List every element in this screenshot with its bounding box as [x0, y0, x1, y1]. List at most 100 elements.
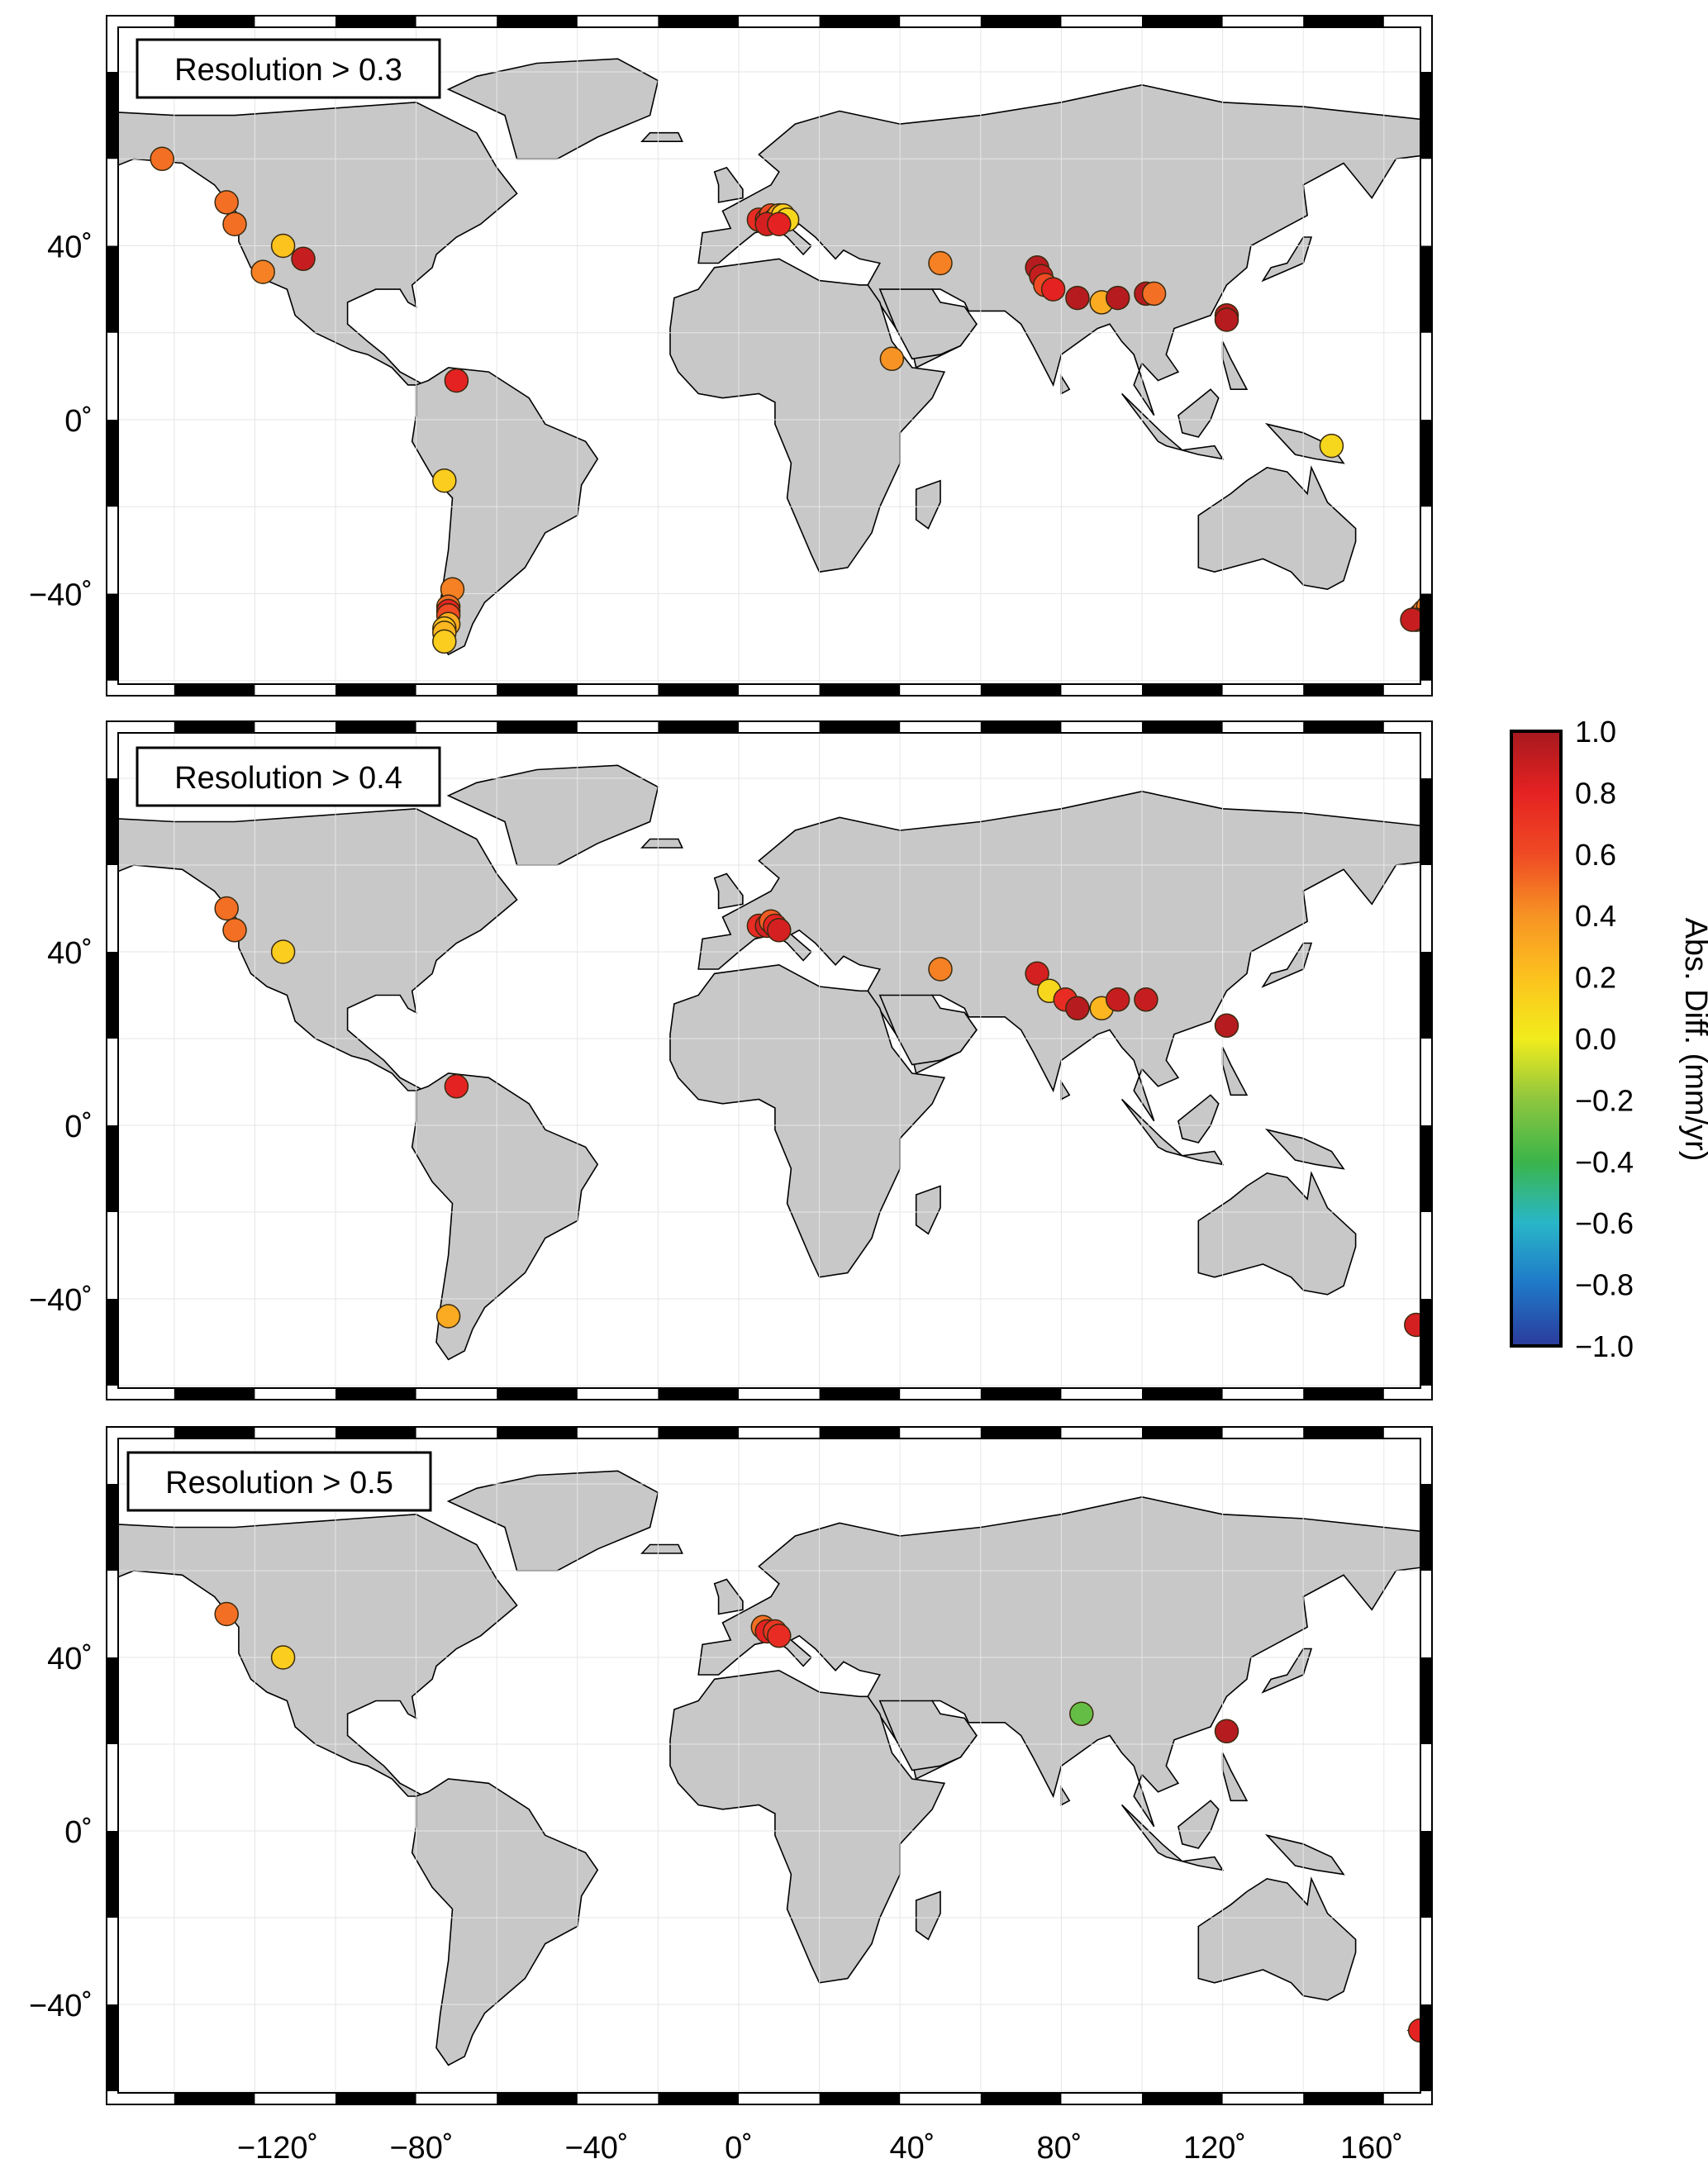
frame-checker	[1420, 72, 1432, 159]
data-point	[214, 190, 239, 215]
frame-checker	[1420, 1484, 1432, 1571]
data-point	[1400, 607, 1420, 632]
data-point	[928, 250, 953, 276]
landmass-uk	[713, 166, 744, 203]
landmass-south-america	[411, 1072, 599, 1361]
data-point	[432, 468, 457, 493]
frame-inner	[117, 26, 1421, 685]
frame-checker	[1420, 1125, 1432, 1212]
frame-checker	[335, 1388, 416, 1400]
data-point	[1065, 996, 1090, 1021]
frame-checker	[497, 1427, 578, 1438]
y-tick-label: 40˚	[47, 231, 93, 265]
frame-checker	[980, 2093, 1062, 2104]
frame-checker	[1303, 1427, 1384, 1438]
colorbar-tick-label: −0.4	[1575, 1145, 1634, 1179]
frame-checker	[107, 1299, 118, 1386]
data-point	[291, 246, 316, 272]
points-layer	[214, 896, 1420, 1338]
data-point	[879, 346, 905, 372]
colorbar-ticks: 1.0 0.8 0.6 0.4 0.2 0.0 −0.2 −0.4 −0.6 −0.8 −1.0	[1575, 715, 1634, 1363]
panel-label: Resolution > 0.5	[165, 1466, 393, 1500]
frame-checker	[1142, 684, 1223, 696]
land-layer	[118, 764, 1420, 1361]
frame-checker	[107, 420, 118, 507]
panel-label: Resolution > 0.3	[174, 53, 402, 88]
frame-checker	[1142, 1427, 1223, 1438]
landmass-madagascar	[915, 479, 941, 530]
data-point	[214, 896, 239, 921]
landmass-iceland	[640, 838, 683, 849]
frame-checker	[497, 16, 578, 27]
frame-checker	[1420, 2004, 1432, 2091]
landmass-australia	[1197, 1876, 1357, 2001]
landmass-japan	[1261, 1648, 1313, 1694]
data-point	[928, 957, 953, 982]
frame-checker	[658, 16, 739, 27]
frame-checker	[497, 1388, 578, 1400]
frame	[106, 15, 1433, 697]
colorbar-tick-label: 0.4	[1575, 899, 1616, 933]
frame-checker	[1420, 593, 1432, 681]
frame-outer	[106, 15, 1433, 697]
panel-label-box: Resolution > 0.4	[136, 746, 441, 807]
frame-checker	[658, 1388, 739, 1400]
colorbar-tick-label: −0.2	[1575, 1083, 1634, 1117]
graticule	[118, 1438, 1420, 2093]
frame-checker	[1303, 1388, 1384, 1400]
frame-checker	[1142, 16, 1223, 27]
points-layer	[150, 146, 1420, 654]
frame-checker	[980, 16, 1062, 27]
data-point	[222, 918, 247, 943]
colorbar-tick-label: 1.0	[1575, 715, 1616, 749]
x-tick-label: 40˚	[890, 2131, 935, 2166]
data-point	[432, 629, 457, 654]
x-tick-label: 120˚	[1183, 2131, 1246, 2166]
frame-checker	[658, 1427, 739, 1438]
landmass-iceland	[640, 131, 683, 142]
data-point	[270, 939, 296, 964]
colorbar-tick-label: −0.6	[1575, 1206, 1634, 1240]
landmass-australia	[1197, 465, 1357, 591]
frame-checker	[174, 684, 255, 696]
frame-checker	[1420, 952, 1432, 1039]
y-tick-label: 40˚	[47, 936, 93, 971]
frame-checker	[174, 2093, 255, 2104]
frame-checker	[335, 16, 416, 27]
data-point	[214, 1601, 239, 1627]
frame-outer	[106, 1426, 1433, 2105]
frame-checker	[335, 2093, 416, 2104]
data-point	[767, 212, 792, 236]
frame-checker	[980, 1427, 1062, 1438]
colorbar: 1.0 0.8 0.6 0.4 0.2 0.0 −0.2 −0.4 −0.6 −0.8 −1.0 A…	[1510, 715, 1708, 1363]
panel-label: Resolution > 0.4	[174, 761, 402, 796]
frame-checker	[980, 684, 1062, 696]
frame-checker	[174, 1427, 255, 1438]
landmass-madagascar	[915, 1890, 941, 1941]
frame-checker	[107, 1125, 118, 1212]
map-panel-2: 40˚ 0˚ −40˚ Resolution > 0.4	[29, 720, 1433, 1400]
landmass-uk	[713, 873, 744, 910]
x-axis-ticks: −120˚ −80˚ −40˚ 0˚ 40˚ 80˚ 120˚ 160˚	[237, 2131, 1403, 2166]
frame-checker	[819, 1388, 901, 1400]
landmass-greenland	[446, 764, 659, 866]
frame-checker	[980, 721, 1062, 733]
landmass-europe-asia	[697, 790, 1420, 1122]
landmass-south-america	[411, 1778, 599, 2066]
landmass-madagascar	[915, 1185, 941, 1235]
frame-checker	[1303, 721, 1384, 733]
data-point	[767, 918, 792, 943]
y-axis-ticks: 40˚ 0˚ −40˚	[29, 1642, 93, 2023]
frame-checker	[107, 1831, 118, 1918]
frame-checker	[107, 245, 118, 333]
frame-checker	[819, 16, 901, 27]
landmass-north-america	[118, 1513, 518, 1797]
colorbar-tick-label: 0.2	[1575, 961, 1616, 995]
data-point	[444, 368, 469, 393]
frame-checker	[1420, 1299, 1432, 1386]
y-tick-label: −40˚	[29, 1989, 93, 2023]
x-tick-label: −40˚	[564, 2131, 628, 2166]
frame-checker	[1142, 1388, 1223, 1400]
data-point	[1065, 285, 1090, 311]
data-point	[435, 1304, 461, 1329]
